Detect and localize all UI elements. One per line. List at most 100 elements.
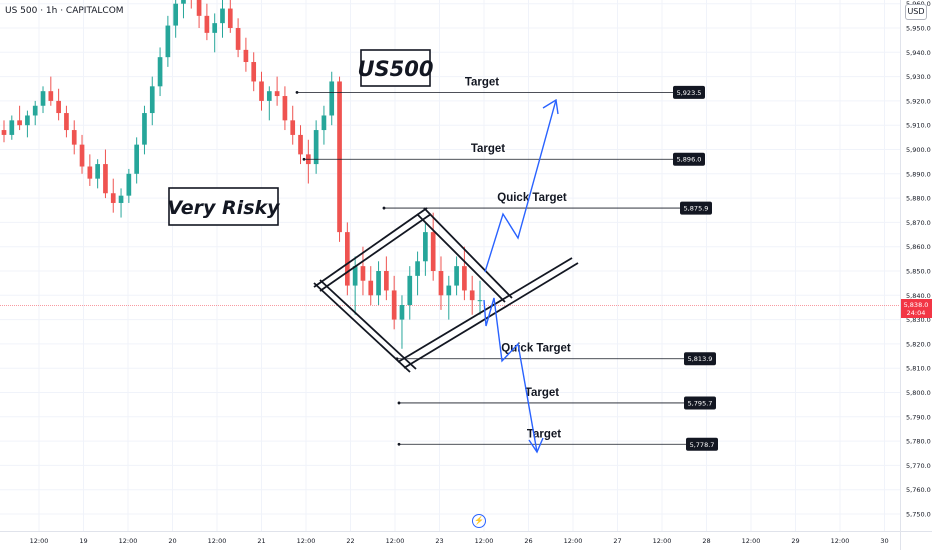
target-price-tag [680, 201, 712, 215]
y-tick-label: 5,890.0 [906, 170, 931, 178]
candle-body [103, 164, 108, 194]
candle-body [368, 280, 374, 296]
target-price-label: 5,875.9 [684, 205, 709, 213]
current-price-label: 5,838.0 [904, 301, 929, 309]
candle-body [165, 25, 171, 58]
candle-body [17, 120, 22, 126]
candle-body [48, 91, 54, 101]
x-tick-label: 12:00 [475, 537, 494, 545]
y-tick-label: 5,920.0 [906, 97, 931, 105]
y-tick-label: 5,870.0 [906, 219, 931, 227]
candle-body [227, 8, 233, 28]
time-scale-ticks: 12:00 19 12:00 20 12:00 21 12:00 22 12:00 23 12:00… [30, 537, 889, 545]
x-tick-label: 26 [524, 537, 532, 545]
x-tick-label: 12:00 [831, 537, 850, 545]
x-tick-label: 12:00 [386, 537, 405, 545]
chart-grid [0, 0, 900, 531]
candle-body [149, 86, 155, 114]
candle-body [259, 81, 264, 101]
candle-body [376, 271, 381, 296]
price-scale[interactable]: 5,750.0 5,760.0 5,770.0 5,780.0 5,790.0 5,800… [900, 0, 932, 550]
candle-body [415, 261, 420, 276]
lightning-icon[interactable]: ⚡ [472, 514, 486, 528]
candle-body [134, 144, 139, 174]
y-tick-label: 5,810.0 [906, 365, 931, 373]
very-risky-annotation-text: Very Risky [167, 197, 281, 219]
candle-body [64, 113, 69, 131]
target-level-label: Target [525, 387, 559, 399]
target-price-tag [673, 152, 705, 166]
y-tick-label: 5,910.0 [906, 122, 931, 130]
y-tick-label: 5,830.0 [906, 316, 931, 324]
candle-body [25, 115, 30, 126]
projection-arrows [483, 98, 559, 454]
target-level-label: Quick Target [501, 343, 571, 355]
candle-body [360, 266, 366, 281]
candle-body [243, 49, 249, 63]
target-price-tag [673, 85, 705, 99]
y-tick-label: 5,850.0 [906, 268, 931, 276]
x-tick-label: 12:00 [653, 537, 672, 545]
target-level-anchor [295, 90, 299, 94]
candle-body [430, 232, 436, 271]
time-scale[interactable]: 12:00 19 12:00 20 12:00 21 12:00 22 12:00 23 12:00… [0, 531, 932, 546]
target-price-label: 5,795.7 [688, 399, 713, 407]
x-tick-label: 12:00 [564, 537, 583, 545]
candle-body [181, 0, 186, 4]
candle-body [274, 91, 280, 97]
x-tick-label: 19 [79, 537, 87, 545]
x-tick-label: 12:00 [742, 537, 761, 545]
candle-body [32, 105, 38, 116]
candle-body [399, 305, 405, 320]
candle-body [391, 290, 397, 320]
candle-body [110, 193, 116, 203]
candle-body [126, 173, 132, 196]
x-tick-label: 27 [613, 537, 621, 545]
x-tick-label: 23 [435, 537, 443, 545]
us500-annotation-text: US500 [357, 57, 433, 81]
candle-body [173, 3, 179, 26]
target-price-label: 5,923.5 [677, 89, 702, 97]
candle-body [407, 275, 413, 306]
target-level-anchor [397, 401, 401, 405]
candle-body [118, 195, 124, 203]
candle-body [266, 91, 272, 101]
x-tick-label: 12:00 [208, 537, 227, 545]
y-tick-label: 5,760.0 [906, 486, 931, 494]
candle-body [79, 144, 85, 167]
x-tick-label: 20 [168, 537, 176, 545]
us500-annotation: US500 [357, 49, 434, 87]
candle-body [384, 271, 389, 291]
candle-body [329, 81, 335, 116]
y-tick-label: 5,930.0 [906, 73, 931, 81]
target-price-tag [686, 437, 718, 451]
x-tick-label: 28 [702, 537, 710, 545]
y-tick-label: 5,880.0 [906, 195, 931, 203]
candle-body [345, 232, 350, 286]
candle-body [352, 266, 358, 286]
x-tick-label: 30 [880, 537, 888, 545]
x-tick-label: 12:00 [119, 537, 138, 545]
symbol-header[interactable]: US 500 · 1h · CAPITALCOM [5, 6, 124, 16]
candle-body [142, 113, 147, 145]
target-price-label: 5,778.7 [690, 441, 715, 449]
y-tick-label: 5,950.0 [906, 25, 931, 33]
y-tick-label: 5,790.0 [906, 413, 931, 421]
candle-body [462, 266, 467, 291]
candle-body [469, 290, 475, 301]
target-level-label: Target [527, 428, 561, 440]
current-price-countdown: 24:04 [907, 309, 926, 317]
candle-body [87, 166, 93, 179]
candle-body [9, 120, 15, 135]
y-tick-label: 5,940.0 [906, 49, 931, 57]
x-tick-label: 12:00 [297, 537, 316, 545]
candlestick-series [1, 0, 483, 349]
currency-button[interactable]: USD [905, 4, 927, 20]
target-level-anchor [397, 442, 401, 446]
candle-body [1, 130, 7, 135]
current-price-tag: 5,838.0 24:04 [901, 299, 932, 318]
y-tick-label: 5,860.0 [906, 243, 931, 251]
target-price-label: 5,896.0 [677, 156, 702, 164]
candle-body [298, 134, 303, 155]
